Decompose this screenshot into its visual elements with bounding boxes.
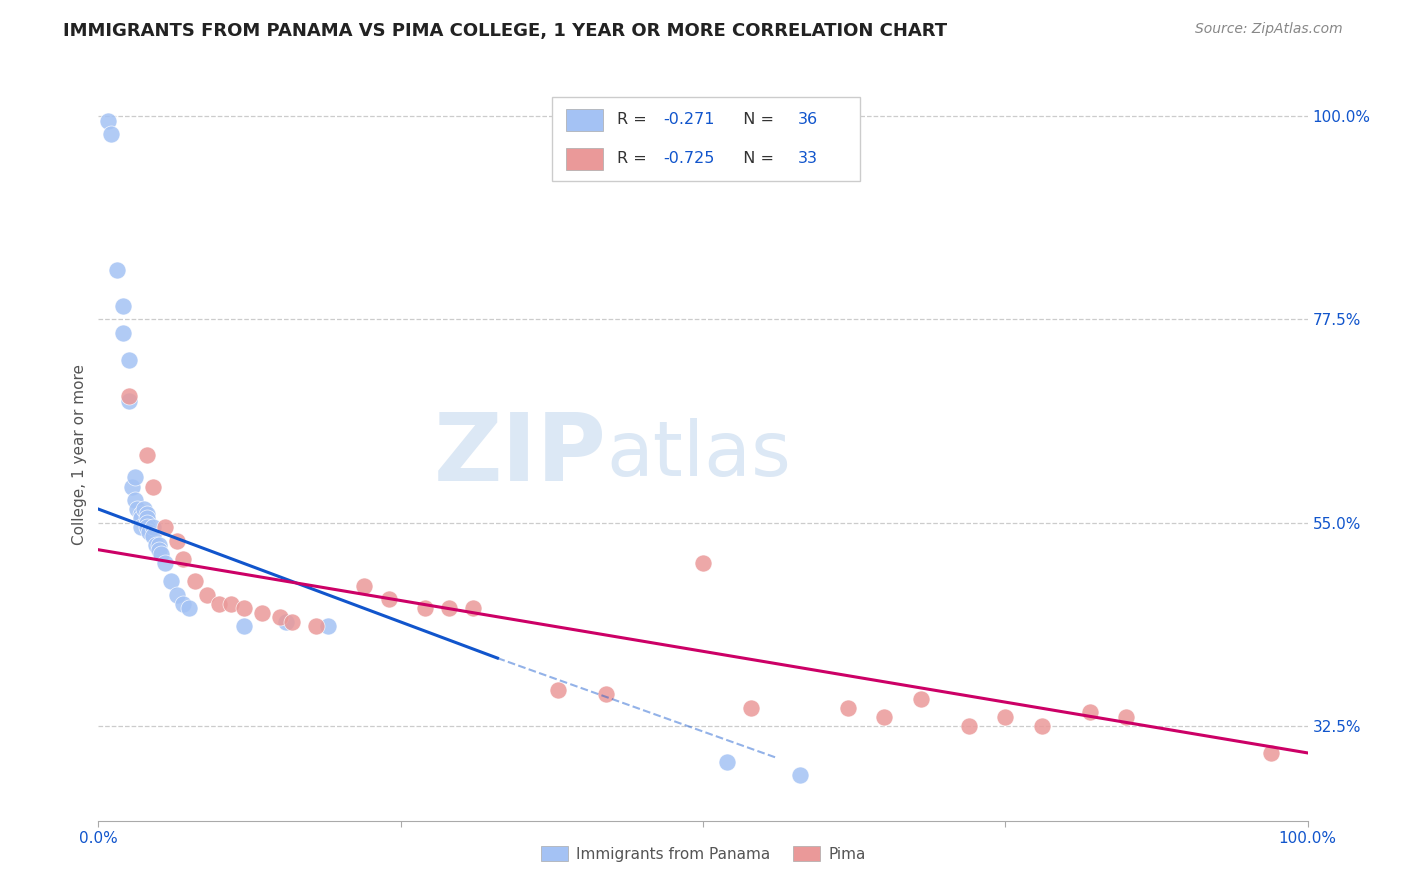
Point bbox=[1031, 719, 1053, 733]
Point bbox=[789, 768, 811, 782]
Text: atlas: atlas bbox=[606, 418, 792, 491]
Point bbox=[111, 299, 134, 313]
Point bbox=[957, 719, 980, 733]
Point bbox=[1115, 710, 1137, 724]
Text: -0.271: -0.271 bbox=[664, 112, 714, 128]
Point bbox=[153, 520, 176, 534]
Point bbox=[142, 520, 165, 534]
Point bbox=[111, 326, 134, 340]
Point bbox=[135, 507, 157, 521]
Point bbox=[118, 389, 141, 403]
Point bbox=[994, 710, 1017, 724]
Point bbox=[1078, 706, 1101, 720]
Point bbox=[595, 687, 617, 701]
Point bbox=[353, 579, 375, 593]
Point bbox=[124, 493, 146, 508]
Point bbox=[1260, 746, 1282, 760]
Point bbox=[232, 601, 254, 615]
Point bbox=[97, 113, 120, 128]
Point bbox=[118, 353, 141, 368]
Point bbox=[129, 507, 152, 521]
Point bbox=[716, 755, 738, 769]
Point bbox=[135, 511, 157, 525]
Point bbox=[142, 529, 165, 543]
Point bbox=[740, 700, 762, 714]
Point bbox=[179, 601, 201, 615]
Point bbox=[837, 700, 859, 714]
Text: ZIP: ZIP bbox=[433, 409, 606, 501]
Point bbox=[269, 610, 291, 624]
Point bbox=[166, 588, 188, 602]
Point bbox=[134, 502, 156, 516]
Point bbox=[121, 479, 143, 493]
Y-axis label: College, 1 year or more: College, 1 year or more bbox=[72, 365, 87, 545]
Text: IMMIGRANTS FROM PANAMA VS PIMA COLLEGE, 1 YEAR OR MORE CORRELATION CHART: IMMIGRANTS FROM PANAMA VS PIMA COLLEGE, … bbox=[63, 22, 948, 40]
Point bbox=[153, 556, 176, 570]
Text: Source: ZipAtlas.com: Source: ZipAtlas.com bbox=[1195, 22, 1343, 37]
Point bbox=[148, 538, 170, 552]
Text: N =: N = bbox=[734, 151, 779, 166]
Point bbox=[127, 502, 149, 516]
Point bbox=[281, 615, 304, 629]
Point bbox=[184, 574, 207, 589]
Point bbox=[463, 601, 485, 615]
Point bbox=[377, 592, 399, 607]
Point bbox=[138, 524, 160, 539]
Point bbox=[274, 615, 297, 629]
Point bbox=[250, 606, 273, 620]
Point bbox=[166, 533, 188, 548]
Point bbox=[316, 619, 339, 633]
Point bbox=[129, 511, 152, 525]
Point bbox=[135, 520, 157, 534]
Text: R =: R = bbox=[617, 112, 652, 128]
Point bbox=[910, 691, 932, 706]
Bar bbox=[567, 148, 603, 169]
FancyBboxPatch shape bbox=[551, 96, 860, 180]
Point bbox=[145, 538, 167, 552]
Point bbox=[118, 393, 141, 408]
Point bbox=[135, 516, 157, 530]
Point bbox=[150, 547, 173, 561]
Point bbox=[232, 619, 254, 633]
Point bbox=[195, 588, 218, 602]
Point bbox=[873, 710, 896, 724]
Point bbox=[305, 619, 328, 633]
Point bbox=[148, 542, 170, 557]
Legend: Immigrants from Panama, Pima: Immigrants from Panama, Pima bbox=[534, 840, 872, 868]
Point bbox=[100, 128, 122, 142]
Point bbox=[135, 448, 157, 462]
Point bbox=[160, 574, 183, 589]
Point bbox=[208, 597, 231, 611]
Point bbox=[692, 556, 714, 570]
Bar bbox=[567, 109, 603, 131]
Point bbox=[437, 601, 460, 615]
Point bbox=[547, 682, 569, 697]
Point bbox=[172, 597, 194, 611]
Text: -0.725: -0.725 bbox=[664, 151, 714, 166]
Point bbox=[413, 601, 436, 615]
Point bbox=[142, 479, 165, 493]
Text: R =: R = bbox=[617, 151, 652, 166]
Point bbox=[129, 520, 152, 534]
Point bbox=[105, 262, 128, 277]
Point bbox=[172, 551, 194, 566]
Text: 33: 33 bbox=[797, 151, 817, 166]
Point bbox=[221, 597, 243, 611]
Text: 36: 36 bbox=[797, 112, 817, 128]
Text: N =: N = bbox=[734, 112, 779, 128]
Point bbox=[124, 470, 146, 484]
